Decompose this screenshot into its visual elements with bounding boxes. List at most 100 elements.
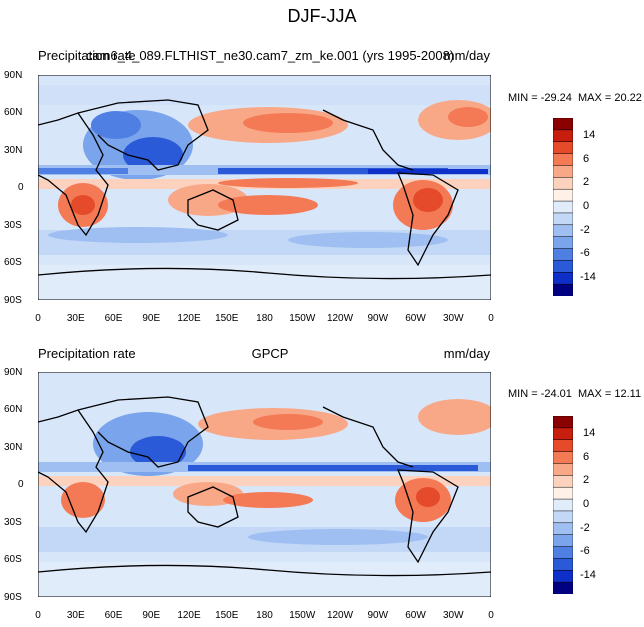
panel2-left-string: Precipitation rate	[38, 346, 136, 361]
panel2-colorbar-swatch	[553, 546, 573, 560]
figure-title: DJF-JJA	[287, 6, 357, 26]
panel2-colorbar-label: 14	[583, 426, 596, 439]
panel1-colorbar-swatch	[553, 165, 573, 179]
panel1-x-tick: 150W	[289, 313, 316, 324]
panel1-colorbar-swatch	[553, 272, 573, 285]
panel2-colorbar-swatch	[553, 498, 573, 512]
panel1-colorbar	[553, 118, 573, 296]
panel2-colorbar-label: -6	[580, 545, 590, 558]
panel2-colorbar-swatch	[553, 439, 573, 453]
panel2-y-tick: 30N	[4, 442, 23, 453]
panel1-x-tick: 120W	[326, 313, 354, 324]
panel1-colorbar-swatch	[553, 200, 573, 214]
panel2-y-tick: 0	[18, 479, 24, 490]
panel2-y-tick: 90S	[4, 592, 22, 603]
panel1-x-tick: 150E	[215, 313, 239, 324]
panel1-left-string: Precipitation rate	[38, 48, 136, 63]
panel1-colorbar-label: 0	[583, 200, 590, 212]
panel2-colorbar-swatch	[553, 581, 573, 594]
panel2-colorbar-label: 2	[583, 474, 590, 487]
panel1-y-tick: 90N	[4, 70, 23, 81]
panel2-colorbar-swatch	[553, 463, 573, 477]
panel1-right-string: mm/day	[443, 48, 490, 63]
panel1-x-tick: 60E	[104, 313, 123, 324]
panel2-colorbar-swatch	[553, 510, 573, 524]
panel1-x-tick: 60W	[405, 313, 426, 324]
panel2-colorbar-swatch	[553, 558, 573, 572]
panel1-colorbar-swatch	[553, 177, 573, 190]
panel2-colorbar-swatch	[553, 522, 573, 536]
panel2-x-tick: 60W	[405, 610, 426, 621]
panel1-colorbar-swatch	[553, 260, 573, 274]
panel2-x-tick: 90W	[367, 610, 389, 621]
panel2-x-tick: 0	[488, 610, 494, 621]
panel1-colorbar-label: 14	[583, 128, 596, 141]
panel1-x-tick: 0	[488, 313, 494, 324]
panel1-map	[38, 75, 491, 300]
panel2-map	[38, 372, 491, 597]
panel1-colorbar-swatch	[553, 141, 573, 155]
panel2-y-tick: 60S	[4, 554, 22, 565]
panel1-colorbar-label: -14	[580, 271, 596, 284]
panel2-colorbar-swatch	[553, 486, 573, 500]
panel1-colorbar-label: -6	[580, 247, 590, 260]
panel2-colorbar-label: -14	[580, 569, 596, 582]
panel2-colorbar	[553, 416, 573, 594]
panel2-x-tick: 30E	[66, 610, 85, 621]
panel1-colorbar-label: 6	[583, 152, 590, 165]
panel1-min-label: MIN = -29.24	[508, 92, 572, 104]
panel1-y-tick: 30S	[4, 220, 22, 231]
panel1-x-tick: 30W	[442, 313, 464, 324]
panel1-colorbar-swatch	[553, 212, 573, 226]
panel1-colorbar-swatch	[553, 129, 573, 143]
panel1-x-tick: 180	[256, 313, 273, 324]
panel1-colorbar-label: 2	[583, 176, 590, 189]
panel2-colorbar-label: 0	[583, 498, 590, 510]
panel2-colorbar-swatch	[553, 534, 573, 548]
panel2-x-tick: 150E	[215, 610, 239, 621]
panel2-colorbar-swatch	[553, 427, 573, 441]
panel1-x-tick: 0	[35, 313, 41, 324]
panel1-y-tick: 60N	[4, 107, 23, 118]
panel2-colorbar-label: -2	[580, 521, 590, 534]
panel2-x-tick: 150W	[289, 610, 316, 621]
panel1-y-tick: 60S	[4, 257, 22, 268]
panel2-max-label: MAX = 12.11	[578, 388, 642, 400]
panel2-y-tick: 30S	[4, 517, 22, 528]
panel1-colorbar-swatch	[553, 188, 573, 202]
panel1-colorbar-swatch	[553, 224, 573, 238]
panel2-colorbar-swatch	[553, 451, 573, 465]
panel2-right-string: mm/day	[443, 346, 490, 361]
panel1-center-string: cam6_4_089.FLTHIST_ne30.cam7_zm_ke.001 (…	[85, 48, 455, 63]
panel1-x-tick: 90W	[367, 313, 389, 324]
panel2-y-tick: 90N	[4, 367, 23, 378]
panel2-colorbar-label: 6	[583, 450, 590, 463]
panel2-colorbar-swatch	[553, 475, 573, 488]
panel1-x-tick: 30E	[66, 313, 85, 324]
panel1-y-tick: 30N	[4, 145, 23, 156]
panel2-x-tick: 120W	[326, 610, 354, 621]
panel1-colorbar-swatch	[553, 118, 573, 131]
panel2-x-tick: 90E	[142, 610, 161, 621]
panel2-colorbar-swatch	[553, 570, 573, 583]
panel1-y-tick: 90S	[4, 295, 22, 306]
panel1-colorbar-label: -2	[580, 223, 590, 236]
panel1-x-tick: 120E	[177, 313, 201, 324]
panel2-x-tick: 120E	[177, 610, 201, 621]
panel2-min-label: MIN = -24.01	[508, 388, 572, 400]
panel2-x-tick: 0	[35, 610, 41, 621]
panel2-y-tick: 60N	[4, 404, 23, 415]
panel2-colorbar-swatch	[553, 416, 573, 429]
panel2-x-tick: 180	[256, 610, 273, 621]
panel1-colorbar-swatch	[553, 236, 573, 250]
panel1-max-label: MAX = 20.22	[578, 92, 642, 104]
panel1-colorbar-swatch	[553, 153, 573, 167]
panel2-x-tick: 30W	[442, 610, 464, 621]
panel2-x-tick: 60E	[104, 610, 123, 621]
panel1-colorbar-swatch	[553, 248, 573, 262]
panel1-colorbar-swatch	[553, 283, 573, 296]
panel1-x-tick: 90E	[142, 313, 161, 324]
panel1-y-tick: 0	[18, 182, 24, 193]
panel2-center-string: GPCP	[251, 346, 289, 361]
